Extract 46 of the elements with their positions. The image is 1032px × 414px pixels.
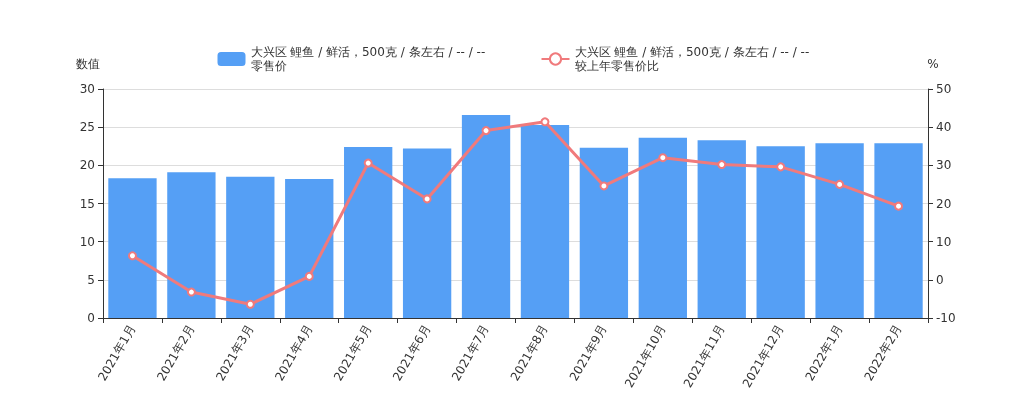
y-tick-label: 10 (79, 234, 95, 249)
y-tick-label: 25 (79, 120, 95, 135)
y-tick-label: 15 (79, 196, 95, 211)
point (481, 126, 491, 136)
bar (167, 172, 216, 318)
point (186, 287, 196, 297)
y2-tick-label: 40 (936, 120, 952, 135)
y2-tick-label: 30 (936, 158, 952, 173)
point (776, 162, 786, 172)
bar (108, 178, 157, 318)
bar (461, 114, 511, 318)
y-tick-label: 5 (87, 272, 95, 287)
bar (579, 147, 629, 318)
bar (344, 147, 393, 318)
y2-tick-label: 0 (936, 272, 944, 287)
bar (815, 143, 864, 318)
y2-axis-title: % (927, 57, 939, 71)
y2-tick-label: 50 (936, 82, 952, 96)
y-tick-label: 0 (87, 311, 95, 325)
point (245, 299, 255, 309)
y2-tick-label: 10 (936, 234, 952, 249)
bar (285, 179, 334, 318)
bar (756, 146, 805, 318)
bar (402, 148, 452, 318)
y-tick-label: 20 (79, 158, 95, 173)
point (304, 271, 314, 281)
point (363, 158, 373, 168)
bar (638, 137, 687, 318)
legend-label: 大兴区 鲤鱼 / 鲜活，500克 / 条左右 / -- / -- 较上年零售价比 (574, 45, 814, 73)
legend-label: 大兴区 鲤鱼 / 鲜活，500克 / 条左右 / -- / -- 零售价 (250, 45, 490, 73)
bar (520, 124, 570, 318)
y2-tick-label: -10 (936, 311, 956, 325)
point (658, 153, 668, 163)
bar (697, 140, 746, 318)
bar (874, 143, 923, 318)
point (599, 181, 609, 191)
bar (226, 176, 275, 318)
y-axis-title: 数值 (76, 57, 100, 71)
point (717, 160, 727, 170)
point (835, 179, 845, 189)
point (127, 251, 137, 261)
y2-tick-label: 20 (936, 196, 952, 211)
point (540, 117, 550, 127)
y-tick-label: 30 (79, 82, 95, 96)
point (894, 201, 904, 211)
point (422, 194, 432, 204)
